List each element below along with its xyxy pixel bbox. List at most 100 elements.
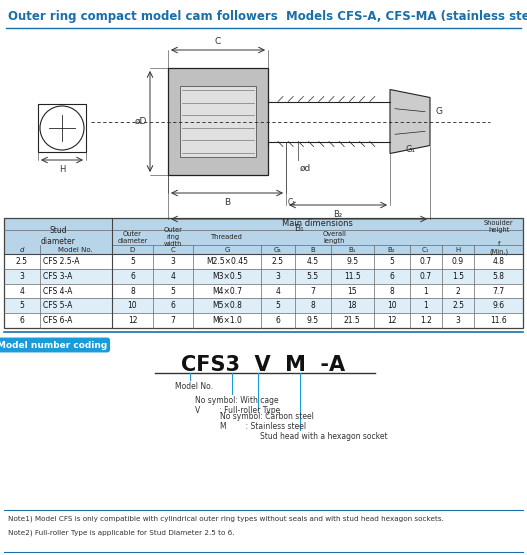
Text: Model number coding: Model number coding [0,341,107,350]
Text: B₁: B₁ [348,246,356,253]
Bar [4,269,523,284]
Text: 3: 3 [171,257,175,266]
Text: 10: 10 [387,301,396,310]
Text: No symbol: Carbon steel: No symbol: Carbon steel [220,412,314,421]
Text: Note1) Model CFS is only compatible with cylindrical outer ring types without se: Note1) Model CFS is only compatible with… [8,516,444,522]
Text: 1.5: 1.5 [452,272,464,281]
Text: M        : Stainless steel: M : Stainless steel [220,422,306,431]
Text: V        : Full-roller Type: V : Full-roller Type [195,406,280,415]
Text: 12: 12 [128,316,137,325]
Text: H: H [455,246,461,253]
Bar [4,254,523,269]
Text: M3×0.5: M3×0.5 [212,272,242,281]
Text: 4.8: 4.8 [493,257,504,266]
Text: d: d [19,246,24,253]
Text: 3: 3 [276,272,280,281]
Text: Model No.: Model No. [58,246,93,253]
Text: C₁: C₁ [422,246,430,253]
Text: M2.5×0.45: M2.5×0.45 [206,257,248,266]
Polygon shape [390,89,430,154]
Text: G₁: G₁ [405,145,415,154]
Text: 9.5: 9.5 [307,316,319,325]
Text: C: C [215,37,221,46]
Text: 6: 6 [276,316,280,325]
Text: 7: 7 [310,286,315,295]
Text: B: B [224,198,230,207]
Text: 2.5: 2.5 [16,257,28,266]
Text: 8: 8 [389,286,394,295]
Text: CFS 2.5-A: CFS 2.5-A [43,257,80,266]
Bar [4,299,523,313]
Text: 5.8: 5.8 [493,272,504,281]
Text: 2.5: 2.5 [452,301,464,310]
Text: C₁: C₁ [288,198,296,207]
Text: 11.5: 11.5 [344,272,360,281]
Text: 9.6: 9.6 [493,301,505,310]
Bar [4,218,523,328]
Text: 15: 15 [347,286,357,295]
Text: 1: 1 [423,301,428,310]
Text: Shoulder
height

f
(Min.): Shoulder height f (Min.) [484,220,513,255]
Text: 21.5: 21.5 [344,316,360,325]
Text: C: C [171,246,175,253]
Text: No symbol: With cage: No symbol: With cage [195,396,279,405]
Text: 0.9: 0.9 [452,257,464,266]
Text: B: B [310,246,315,253]
Text: 11.6: 11.6 [490,316,507,325]
Text: 0.7: 0.7 [419,257,432,266]
Text: M5×0.8: M5×0.8 [212,301,242,310]
Text: 5: 5 [389,257,394,266]
Text: 1: 1 [423,286,428,295]
Text: 9.5: 9.5 [346,257,358,266]
Text: 10: 10 [128,301,138,310]
Text: 8: 8 [130,286,135,295]
Text: B₂: B₂ [388,246,395,253]
Text: 7: 7 [171,316,175,325]
Text: 18: 18 [347,301,357,310]
Text: 4: 4 [171,272,175,281]
Bar [4,218,523,254]
Text: 3: 3 [19,272,24,281]
Text: M4×0.7: M4×0.7 [212,286,242,295]
Text: 3: 3 [456,316,461,325]
Bar [180,86,256,157]
Text: CFS 5-A: CFS 5-A [43,301,72,310]
Text: 6: 6 [389,272,394,281]
Text: 2.5: 2.5 [272,257,284,266]
Text: Overall
length: Overall length [323,231,346,244]
Text: CFS 4-A: CFS 4-A [43,286,72,295]
Text: Main dimensions: Main dimensions [282,219,353,229]
Text: Outer
diameter: Outer diameter [118,231,148,244]
Text: 0.7: 0.7 [419,272,432,281]
Text: 2: 2 [456,286,461,295]
Text: Model No.: Model No. [175,382,213,391]
Text: 4: 4 [276,286,280,295]
Text: øD: øD [134,117,147,126]
Text: 5: 5 [19,301,24,310]
Text: Stud
diameter: Stud diameter [41,226,75,246]
Text: G₁: G₁ [274,246,282,253]
Text: 8: 8 [310,301,315,310]
Text: 5.5: 5.5 [307,272,319,281]
Text: Outer
ring
width: Outer ring width [163,228,182,248]
Text: 6: 6 [19,316,24,325]
Text: Stud head with a hexagon socket: Stud head with a hexagon socket [260,432,388,441]
Text: 4: 4 [19,286,24,295]
Text: CFS 3-A: CFS 3-A [43,272,72,281]
Text: B₁: B₁ [294,224,304,233]
Text: G: G [224,246,230,253]
Text: 4.5: 4.5 [307,257,319,266]
Text: B₂: B₂ [334,210,343,219]
Text: H: H [59,165,65,174]
Text: CFS 6-A: CFS 6-A [43,316,72,325]
Bar [168,68,268,175]
Text: 7.7: 7.7 [493,286,505,295]
Text: 1.2: 1.2 [420,316,432,325]
Text: M6×1.0: M6×1.0 [212,316,242,325]
Text: Threaded: Threaded [211,234,243,240]
Text: 5: 5 [276,301,280,310]
Text: Note2) Full-roller Type is applicable for Stud Diameter 2.5 to 6.: Note2) Full-roller Type is applicable fo… [8,529,235,536]
Bar [4,284,523,299]
Text: Outer ring compact model cam followers  Models CFS-A, CFS-MA (stainless steel): Outer ring compact model cam followers M… [8,10,527,23]
Text: 6: 6 [130,272,135,281]
